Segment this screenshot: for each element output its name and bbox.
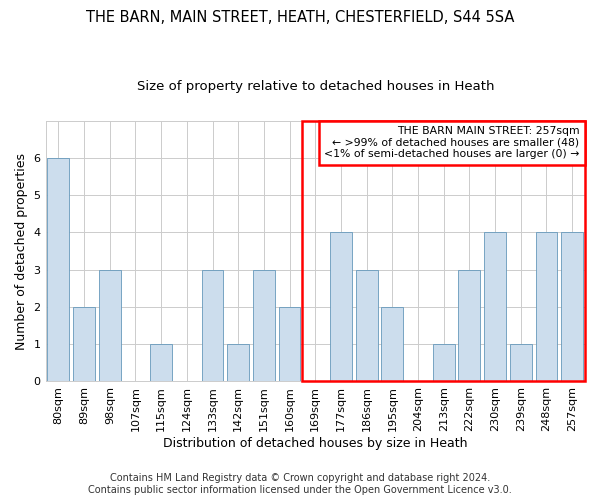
X-axis label: Distribution of detached houses by size in Heath: Distribution of detached houses by size … bbox=[163, 437, 467, 450]
Bar bbox=[99, 270, 121, 382]
Bar bbox=[561, 232, 583, 382]
Bar bbox=[510, 344, 532, 382]
Bar bbox=[302, 120, 585, 382]
Bar bbox=[536, 232, 557, 382]
Y-axis label: Number of detached properties: Number of detached properties bbox=[15, 152, 28, 350]
Text: THE BARN MAIN STREET: 257sqm
← >99% of detached houses are smaller (48)
<1% of s: THE BARN MAIN STREET: 257sqm ← >99% of d… bbox=[324, 126, 580, 160]
Bar bbox=[73, 307, 95, 382]
Bar bbox=[150, 344, 172, 382]
Bar bbox=[253, 270, 275, 382]
Bar bbox=[356, 270, 377, 382]
Title: Size of property relative to detached houses in Heath: Size of property relative to detached ho… bbox=[137, 80, 494, 93]
Bar bbox=[458, 270, 481, 382]
Bar bbox=[278, 307, 301, 382]
Bar bbox=[227, 344, 249, 382]
Bar bbox=[202, 270, 223, 382]
Bar bbox=[47, 158, 70, 382]
Text: THE BARN, MAIN STREET, HEATH, CHESTERFIELD, S44 5SA: THE BARN, MAIN STREET, HEATH, CHESTERFIE… bbox=[86, 10, 514, 25]
Bar bbox=[484, 232, 506, 382]
Bar bbox=[433, 344, 455, 382]
Bar bbox=[382, 307, 403, 382]
Text: Contains HM Land Registry data © Crown copyright and database right 2024.
Contai: Contains HM Land Registry data © Crown c… bbox=[88, 474, 512, 495]
Bar bbox=[330, 232, 352, 382]
